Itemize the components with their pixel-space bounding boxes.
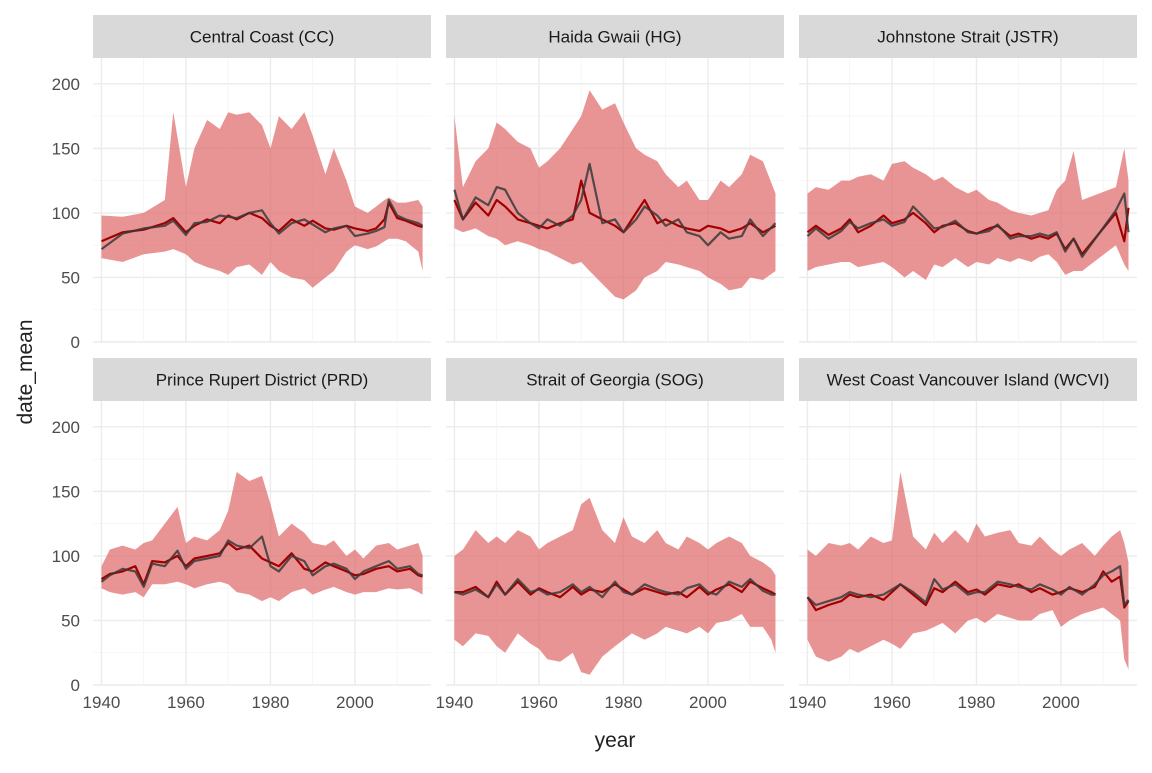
x-tick-label: 1940 (83, 693, 121, 712)
y-tick-label: 100 (52, 204, 80, 223)
series-line-dark (100, 198, 424, 250)
y-tick-label: 150 (52, 139, 80, 158)
uncertainty-ribbon (454, 90, 776, 300)
facet-strip (799, 15, 1137, 58)
y-tick-label: 150 (52, 482, 80, 501)
y-tick-label: 0 (71, 333, 80, 352)
y-tick-label: 0 (71, 676, 80, 695)
series-line-red (453, 179, 777, 234)
y-tick-label: 200 (52, 75, 80, 94)
facet-strip (446, 358, 784, 401)
panels-layer: Central Coast (CC) 0 50 100 150 200 Haida Gwai… (52, 15, 1137, 712)
series-line-dark (100, 535, 423, 589)
x-tick-label: 1980 (958, 693, 996, 712)
facet-panel: Johnstone Strait (JSTR) (799, 15, 1137, 343)
x-tick-label: 1940 (789, 693, 827, 712)
series-line-dark (454, 577, 776, 599)
facet-strip (93, 358, 431, 401)
x-tick-label: 2000 (1042, 693, 1080, 712)
x-tick-label: 2000 (689, 693, 727, 712)
y-tick-label: 200 (52, 418, 80, 437)
facet-panel: West Coast Vancouver Island (WCVI) 1940 19… (789, 358, 1137, 712)
series-line-dark (453, 162, 777, 247)
facet-title: Johnstone Strait (JSTR) (877, 28, 1058, 47)
y-tick-label: 50 (61, 268, 80, 287)
x-axis-title: year (595, 729, 636, 752)
x-tick-label: 1960 (167, 693, 205, 712)
uncertainty-ribbon (454, 497, 776, 675)
uncertainty-ribbon (807, 472, 1129, 670)
facet-panel: Prince Rupert District (PRD) 0 50 100 150 200… (52, 358, 431, 712)
uncertainty-ribbon (807, 148, 1129, 280)
facet-strip (799, 358, 1137, 401)
facet-title: Prince Rupert District (PRD) (156, 371, 369, 390)
facet-panel: Strait of Georgia (SOG) 1940 1960 1980 2000 (436, 358, 784, 712)
x-tick-label: 1960 (873, 693, 911, 712)
x-tick-label: 1940 (436, 693, 474, 712)
facet-strip (446, 15, 784, 58)
uncertainty-ribbon (101, 112, 423, 288)
facet-title: Central Coast (CC) (190, 28, 335, 47)
facet-title: West Coast Vancouver Island (WCVI) (827, 371, 1110, 390)
x-tick-label: 2000 (336, 693, 374, 712)
x-tick-label: 1980 (252, 693, 290, 712)
facet-title: Strait of Georgia (SOG) (526, 371, 704, 390)
x-tick-label: 1960 (520, 693, 558, 712)
series-line-dark (806, 192, 1130, 258)
facet-strip (93, 15, 431, 58)
series-line-red (100, 541, 423, 586)
y-tick-label: 50 (61, 611, 80, 630)
y-tick-label: 100 (52, 547, 80, 566)
x-tick-label: 1980 (605, 693, 643, 712)
series-line-dark (806, 565, 1130, 607)
facet-panel: Haida Gwaii (HG) (446, 15, 784, 343)
facet-title: Haida Gwaii (HG) (548, 28, 681, 47)
facet-panel: Central Coast (CC) 0 50 100 150 200 (52, 15, 431, 352)
y-axis-title: date_mean (14, 319, 37, 424)
